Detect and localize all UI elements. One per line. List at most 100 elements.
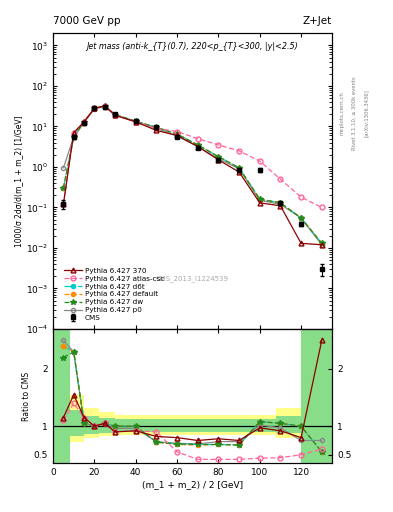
- Pythia 6.427 d6t: [278, 200, 283, 206]
- Pythia 6.427 370: [113, 112, 118, 118]
- Pythia 6.427 p0: [175, 133, 180, 139]
- Pythia 6.427 default: [154, 124, 159, 131]
- Pythia 6.427 d6t: [82, 119, 86, 125]
- Pythia 6.427 default: [299, 215, 303, 221]
- Pythia 6.427 d6t: [61, 185, 66, 191]
- Line: Pythia 6.427 p0: Pythia 6.427 p0: [61, 104, 324, 247]
- Pythia 6.427 atlas-csc: [92, 105, 97, 112]
- Pythia 6.427 370: [92, 105, 97, 112]
- Pythia 6.427 atlas-csc: [133, 119, 138, 125]
- Pythia 6.427 default: [237, 165, 241, 171]
- Pythia 6.427 atlas-csc: [154, 125, 159, 132]
- Pythia 6.427 default: [102, 103, 107, 109]
- Pythia 6.427 p0: [102, 103, 107, 110]
- Pythia 6.427 370: [257, 200, 262, 206]
- Pythia 6.427 dw: [72, 134, 76, 140]
- Line: Pythia 6.427 default: Pythia 6.427 default: [61, 104, 324, 245]
- Pythia 6.427 atlas-csc: [320, 204, 324, 210]
- Pythia 6.427 d6t: [154, 124, 159, 131]
- Pythia 6.427 dw: [278, 200, 283, 206]
- Pythia 6.427 d6t: [237, 165, 241, 171]
- Text: CMS_2013_I1224539: CMS_2013_I1224539: [156, 275, 229, 282]
- Line: Pythia 6.427 dw: Pythia 6.427 dw: [61, 103, 325, 246]
- Pythia 6.427 default: [195, 142, 200, 148]
- Pythia 6.427 default: [72, 134, 76, 140]
- Pythia 6.427 atlas-csc: [102, 103, 107, 109]
- Pythia 6.427 default: [216, 154, 221, 160]
- Pythia 6.427 370: [82, 119, 86, 125]
- Text: Z+Jet: Z+Jet: [303, 16, 332, 26]
- Pythia 6.427 atlas-csc: [237, 148, 241, 154]
- Pythia 6.427 dw: [216, 154, 221, 160]
- Pythia 6.427 d6t: [102, 103, 107, 109]
- Pythia 6.427 p0: [82, 119, 86, 125]
- Pythia 6.427 default: [113, 112, 118, 118]
- Pythia 6.427 p0: [278, 201, 283, 207]
- Text: Rivet 3.1.10, ≥ 300k events: Rivet 3.1.10, ≥ 300k events: [352, 76, 357, 150]
- Pythia 6.427 d6t: [113, 112, 118, 118]
- Pythia 6.427 dw: [102, 103, 107, 109]
- Pythia 6.427 p0: [72, 134, 76, 140]
- Pythia 6.427 370: [133, 119, 138, 125]
- Pythia 6.427 default: [278, 200, 283, 206]
- Pythia 6.427 370: [61, 201, 66, 207]
- Pythia 6.427 p0: [133, 119, 138, 125]
- Pythia 6.427 dw: [299, 215, 303, 221]
- Pythia 6.427 atlas-csc: [82, 119, 86, 125]
- Pythia 6.427 atlas-csc: [195, 136, 200, 142]
- Pythia 6.427 dw: [320, 240, 324, 246]
- Pythia 6.427 atlas-csc: [278, 176, 283, 182]
- Y-axis label: 1000/σ 2dσ/d(m_1 + m_2) [1/GeV]: 1000/σ 2dσ/d(m_1 + m_2) [1/GeV]: [14, 115, 23, 247]
- Line: Pythia 6.427 atlas-csc: Pythia 6.427 atlas-csc: [61, 103, 324, 210]
- Pythia 6.427 dw: [133, 118, 138, 124]
- Pythia 6.427 atlas-csc: [299, 194, 303, 200]
- Pythia 6.427 default: [92, 105, 97, 111]
- Pythia 6.427 dw: [82, 119, 86, 125]
- Pythia 6.427 dw: [237, 165, 241, 171]
- Pythia 6.427 dw: [195, 142, 200, 148]
- Pythia 6.427 default: [133, 118, 138, 124]
- Text: mcplots.cern.ch: mcplots.cern.ch: [340, 91, 345, 135]
- Text: Jet mass (anti-k_{T}(0.7), 220<p_{T}<300, |y|<2.5): Jet mass (anti-k_{T}(0.7), 220<p_{T}<300…: [87, 42, 298, 51]
- Pythia 6.427 default: [257, 196, 262, 202]
- Pythia 6.427 p0: [299, 215, 303, 221]
- Pythia 6.427 atlas-csc: [175, 129, 180, 135]
- Y-axis label: Ratio to CMS: Ratio to CMS: [22, 372, 31, 421]
- Pythia 6.427 p0: [320, 242, 324, 248]
- Pythia 6.427 dw: [257, 196, 262, 202]
- Pythia 6.427 p0: [216, 156, 221, 162]
- Pythia 6.427 d6t: [72, 134, 76, 140]
- Pythia 6.427 370: [195, 143, 200, 150]
- Pythia 6.427 atlas-csc: [113, 112, 118, 118]
- Pythia 6.427 atlas-csc: [257, 158, 262, 164]
- Text: 7000 GeV pp: 7000 GeV pp: [53, 16, 121, 26]
- Pythia 6.427 370: [299, 240, 303, 246]
- X-axis label: (m_1 + m_2) / 2 [GeV]: (m_1 + m_2) / 2 [GeV]: [142, 480, 243, 489]
- Pythia 6.427 p0: [154, 125, 159, 132]
- Pythia 6.427 d6t: [320, 240, 324, 246]
- Pythia 6.427 p0: [113, 112, 118, 118]
- Legend: Pythia 6.427 370, Pythia 6.427 atlas-csc, Pythia 6.427 d6t, Pythia 6.427 default: Pythia 6.427 370, Pythia 6.427 atlas-csc…: [62, 266, 165, 323]
- Line: Pythia 6.427 370: Pythia 6.427 370: [61, 103, 324, 247]
- Pythia 6.427 default: [82, 119, 86, 125]
- Pythia 6.427 p0: [257, 197, 262, 203]
- Pythia 6.427 p0: [195, 143, 200, 150]
- Pythia 6.427 d6t: [257, 196, 262, 202]
- Pythia 6.427 dw: [113, 112, 118, 118]
- Pythia 6.427 370: [72, 130, 76, 136]
- Pythia 6.427 370: [175, 133, 180, 139]
- Pythia 6.427 370: [154, 127, 159, 134]
- Pythia 6.427 d6t: [195, 142, 200, 148]
- Text: [arXiv:1306.3436]: [arXiv:1306.3436]: [364, 89, 369, 137]
- Pythia 6.427 p0: [237, 166, 241, 172]
- Pythia 6.427 370: [216, 157, 221, 163]
- Pythia 6.427 default: [61, 185, 66, 191]
- Pythia 6.427 d6t: [133, 118, 138, 124]
- Line: Pythia 6.427 d6t: Pythia 6.427 d6t: [61, 104, 324, 245]
- Pythia 6.427 dw: [92, 105, 97, 112]
- Pythia 6.427 d6t: [92, 105, 97, 112]
- Pythia 6.427 370: [278, 203, 283, 209]
- Pythia 6.427 default: [320, 240, 324, 246]
- Pythia 6.427 atlas-csc: [72, 130, 76, 136]
- Pythia 6.427 atlas-csc: [216, 142, 221, 148]
